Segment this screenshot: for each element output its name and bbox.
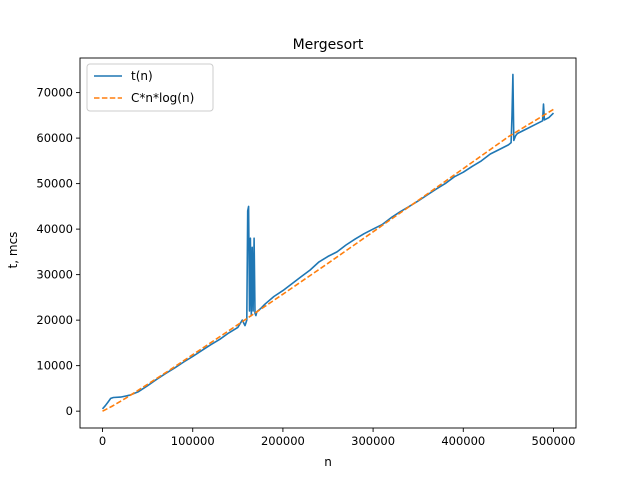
x-axis-label: n <box>324 455 332 469</box>
y-tick-label: 30000 <box>36 268 73 282</box>
legend: t(n) C*n*log(n) <box>86 63 214 112</box>
x-tick-label: 0 <box>99 434 106 448</box>
x-tick-label: 200000 <box>261 434 305 448</box>
y-axis-label: t, mcs <box>6 232 20 269</box>
y-tick-label: 10000 <box>36 359 73 373</box>
x-tick-label: 100000 <box>171 434 215 448</box>
y-tick-label: 60000 <box>36 131 73 145</box>
series-line-1 <box>101 73 555 410</box>
y-tick-label: 70000 <box>36 86 73 100</box>
y-tick-label: 50000 <box>36 177 73 191</box>
legend-label-1: t(n) <box>131 69 153 83</box>
chart-title: Mergesort <box>293 37 364 53</box>
y-tick-label: 20000 <box>36 313 73 327</box>
y-tick-label: 40000 <box>36 222 73 236</box>
y-tick-label: 0 <box>66 404 73 418</box>
x-tick-label: 500000 <box>532 434 576 448</box>
x-tick-label: 300000 <box>351 434 395 448</box>
legend-label-2: C*n*log(n) <box>131 91 194 105</box>
plot-area <box>79 57 577 429</box>
x-tick-label: 400000 <box>441 434 485 448</box>
axis-ticks: 0 100000 200000 300000 400000 500000 0 10000 200… <box>36 86 575 448</box>
axes-frame <box>79 57 577 429</box>
